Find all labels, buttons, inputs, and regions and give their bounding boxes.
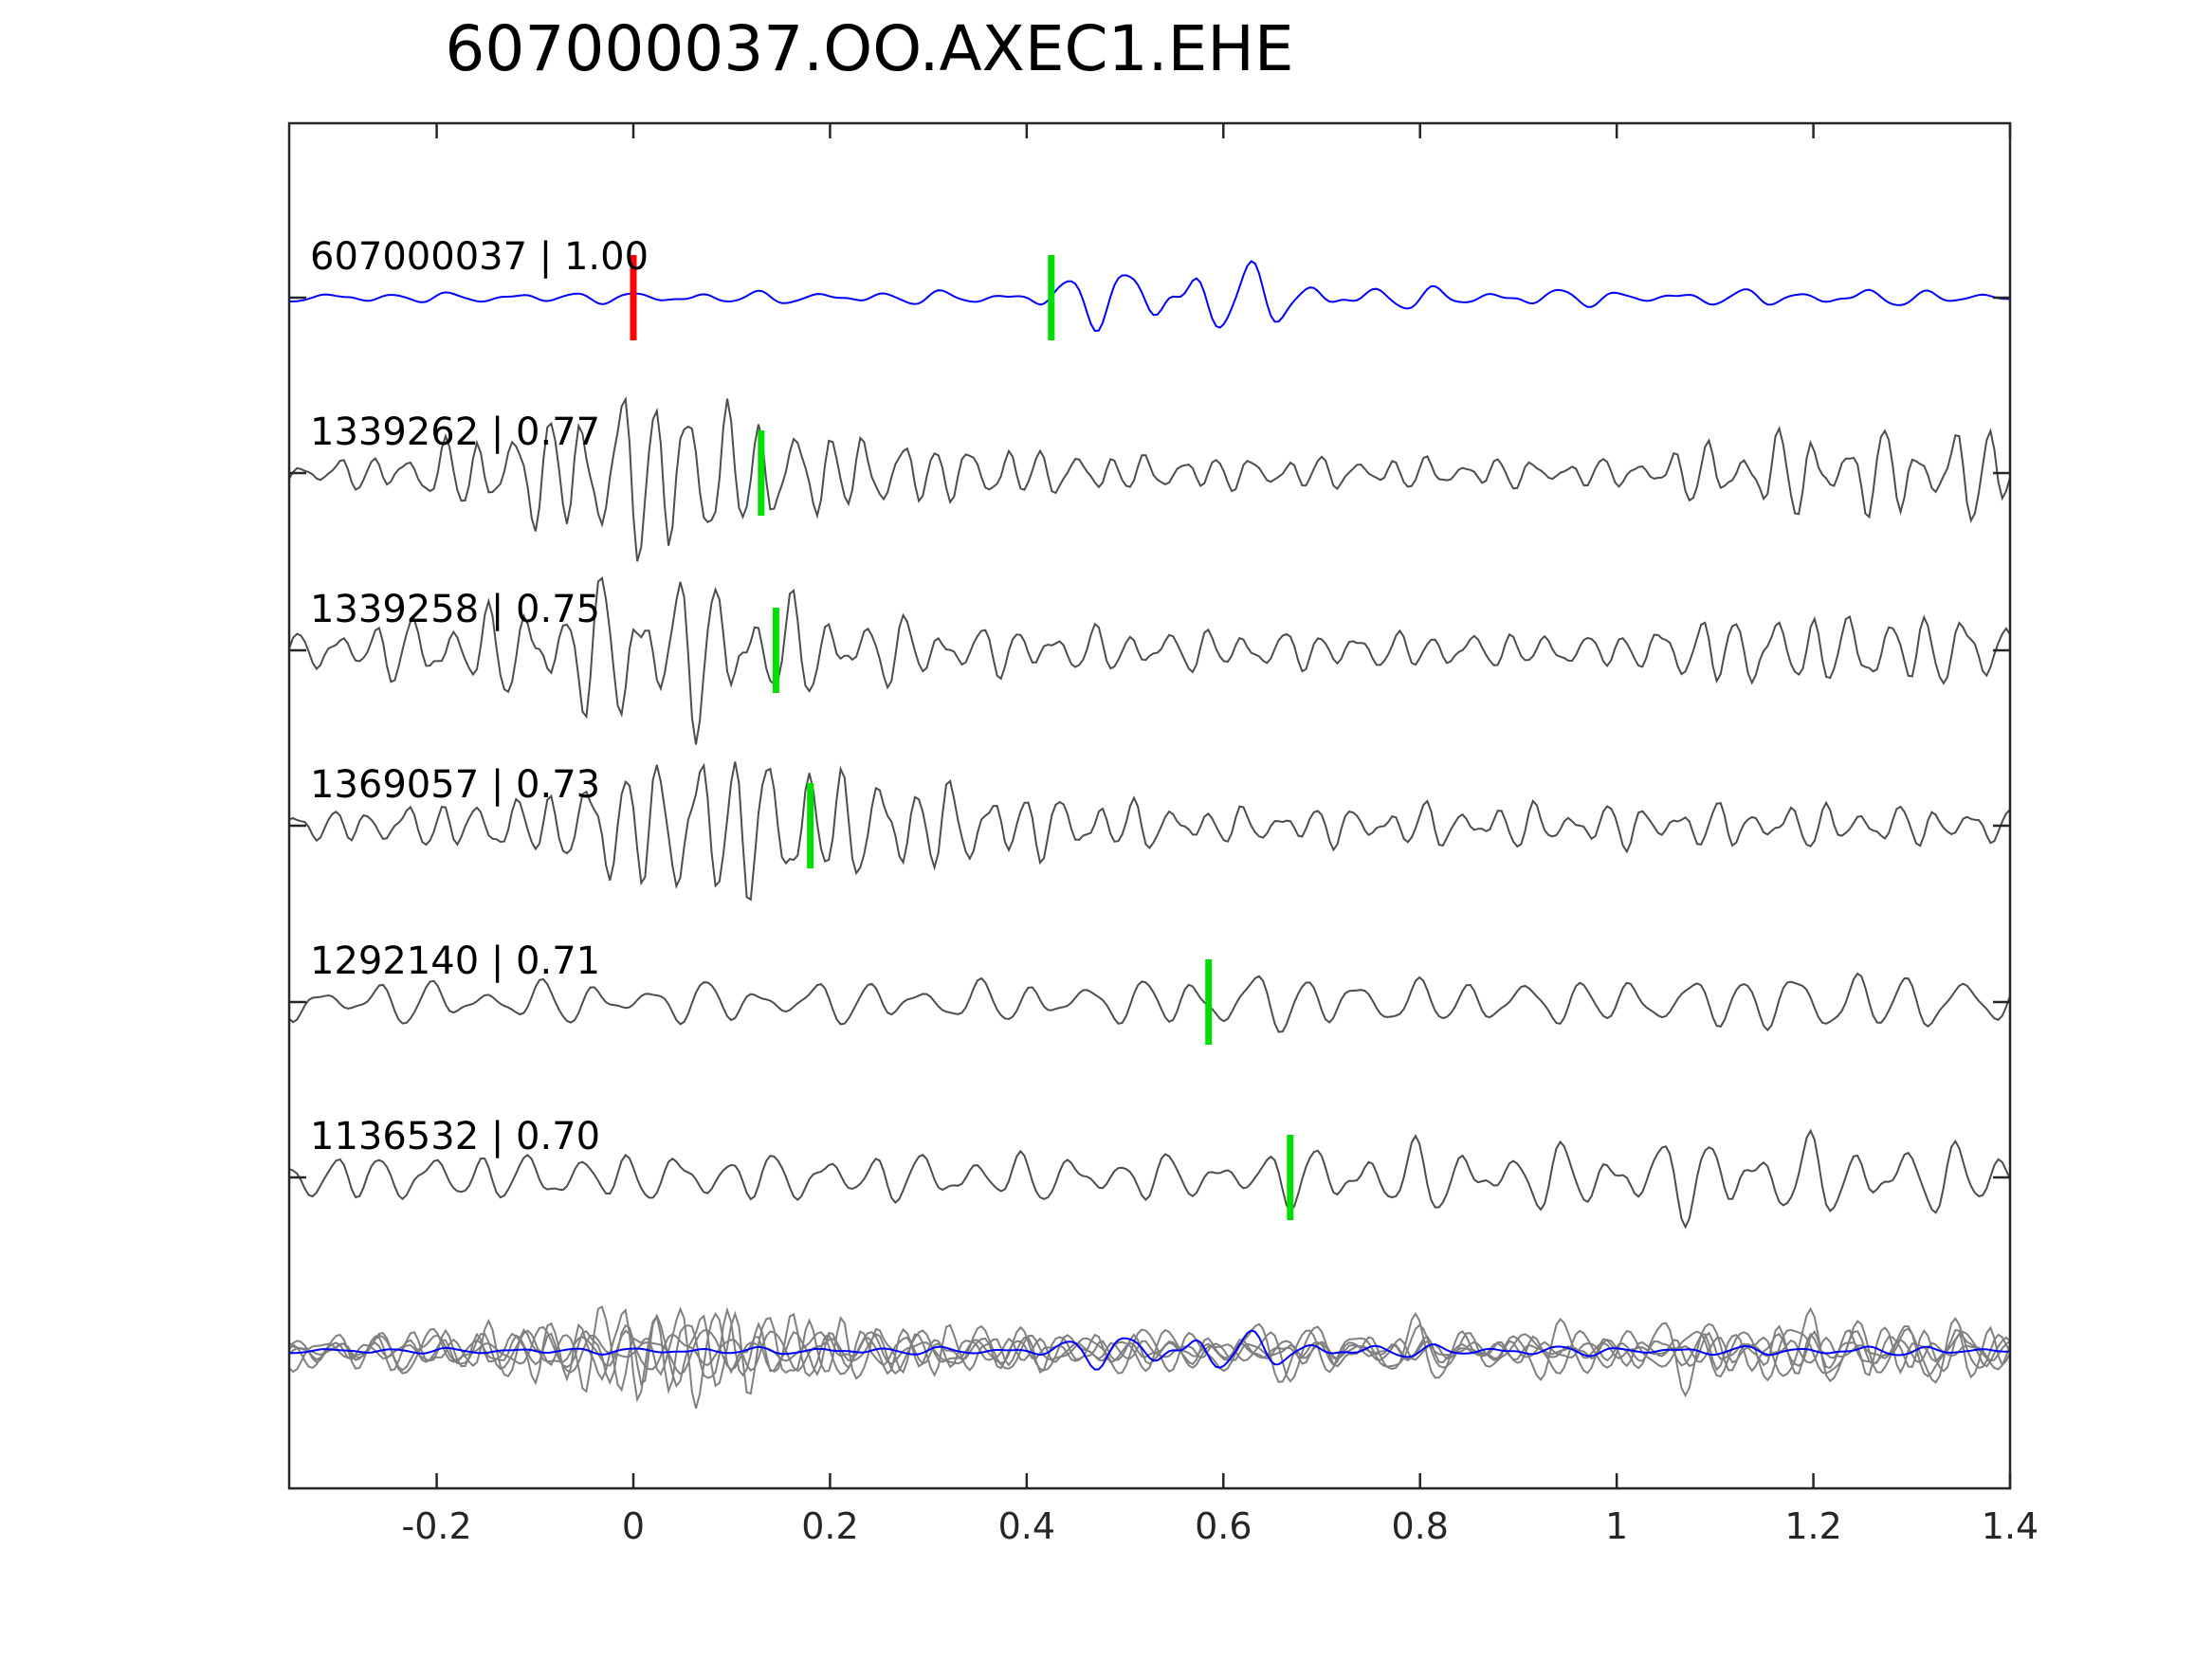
overlay-trace-template [288, 1329, 2011, 1371]
trace-labels: 607000037 | 1.00 1339262 | 0.77 1339258 | … [310, 235, 649, 1158]
trace-1369057 [288, 761, 2011, 902]
trace-label-1339258: 1339258 | 0.75 [310, 588, 600, 631]
chart-title: 607000037.OO.AXEC1.EHE [445, 12, 1293, 85]
trace-1339258 [288, 576, 2011, 745]
trace-label-1292140: 1292140 | 0.71 [310, 939, 600, 983]
xtick-label-3: 0.4 [998, 1505, 1055, 1547]
trace-label-607000037: 607000037 | 1.00 [310, 235, 649, 279]
xtick-label-1: 0 [622, 1505, 645, 1547]
xtick-label-8: 1.4 [1982, 1505, 2038, 1547]
xtick-label-4: 0.6 [1195, 1505, 1252, 1547]
trace-label-1369057: 1369057 | 0.73 [310, 763, 600, 807]
trace-label-1136532: 1136532 | 0.70 [310, 1115, 600, 1158]
xtick-label-0: -0.2 [401, 1505, 471, 1547]
plot-traces [288, 260, 2011, 1409]
trace-label-1339262: 1339262 | 0.77 [310, 410, 600, 454]
overlay-trace-1369057 [288, 1310, 2011, 1395]
trace-607000037 [289, 260, 2011, 333]
x-axis: -0.2 0 0.2 0.4 0.6 0.8 1 1.2 1.4 [401, 123, 2038, 1547]
xtick-label-5: 0.8 [1391, 1505, 1448, 1547]
trace-1292140 [288, 972, 2011, 1033]
trace-1339262 [288, 395, 2011, 562]
overlay-trace-1136532 [288, 1306, 2011, 1398]
trace-1136532 [288, 1128, 2011, 1230]
axes-box [287, 121, 2012, 1490]
xtick-label-7: 1.2 [1784, 1505, 1841, 1547]
xtick-label-2: 0.2 [801, 1505, 858, 1547]
stacked-overlay [288, 1305, 2011, 1409]
plot-markers [630, 255, 1294, 1220]
xtick-label-6: 1 [1605, 1505, 1628, 1547]
overlay-trace-1292140 [288, 1320, 2011, 1383]
